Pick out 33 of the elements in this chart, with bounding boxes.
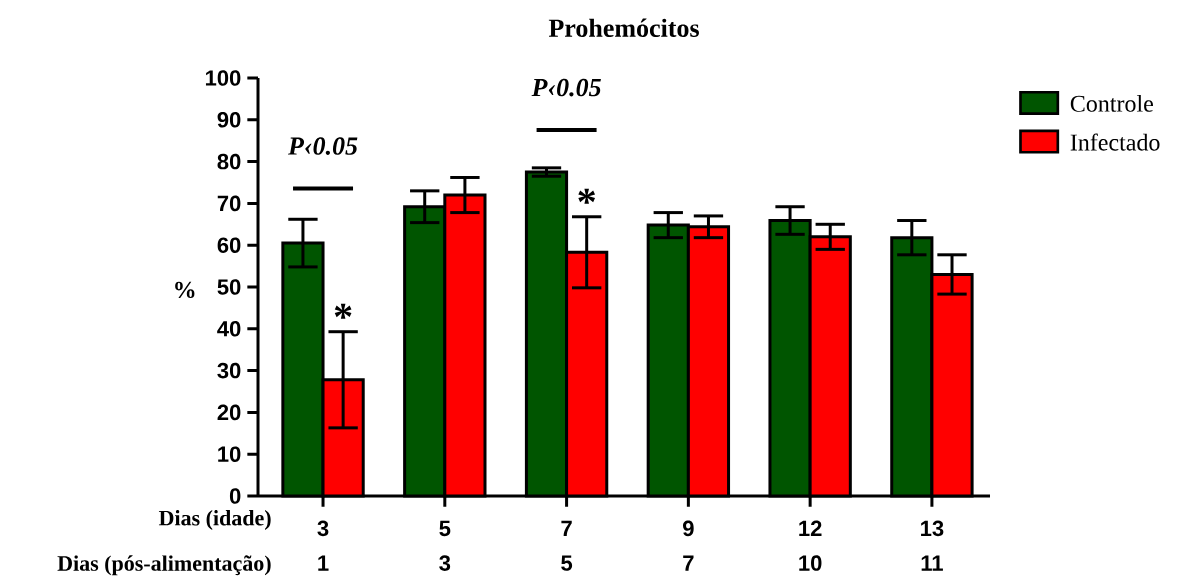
- y-tick-label: 0: [229, 488, 241, 504]
- annotation: P‹0.05: [531, 78, 601, 97]
- text: 10: [799, 555, 822, 571]
- text: 3: [439, 555, 451, 571]
- y-tick-label: 10: [218, 446, 241, 462]
- text: Dias (pós-alimentação): [57, 555, 271, 576]
- y-tick-label: 70: [217, 195, 241, 212]
- data-label: *: [578, 188, 596, 204]
- x-tick-label: 7: [561, 520, 572, 536]
- data-label: *: [334, 303, 352, 319]
- text: 5: [561, 555, 573, 571]
- y-tick-label: 90: [217, 111, 241, 128]
- y-tick-label: 100: [205, 70, 241, 86]
- y-tick-label: 80: [217, 153, 241, 170]
- text: 7: [683, 555, 694, 571]
- legend-label: Controle: [1070, 94, 1153, 112]
- y-tick-label: 40: [217, 320, 241, 337]
- x-tick-label: 9: [683, 520, 694, 537]
- x-tick-label: 3: [317, 520, 329, 537]
- annotation: P‹0.05: [287, 137, 358, 155]
- x-tick-label: 13: [921, 520, 944, 537]
- x-tick-label: 12: [799, 520, 822, 536]
- y-tick-label: 50: [217, 279, 241, 295]
- y-tick-label: 20: [217, 404, 241, 421]
- text: 11: [921, 555, 943, 571]
- x-tick-label: 5: [439, 520, 451, 537]
- chart-title: Prohemócitos: [548, 18, 699, 37]
- y-axis-title: %: [175, 281, 195, 299]
- x-axis-title: Dias (idade): [158, 510, 271, 530]
- y-tick-label: 30: [217, 362, 241, 379]
- text: 1: [318, 555, 329, 571]
- legend-label: Infectado: [1070, 133, 1160, 151]
- y-tick-label: 60: [217, 237, 241, 253]
